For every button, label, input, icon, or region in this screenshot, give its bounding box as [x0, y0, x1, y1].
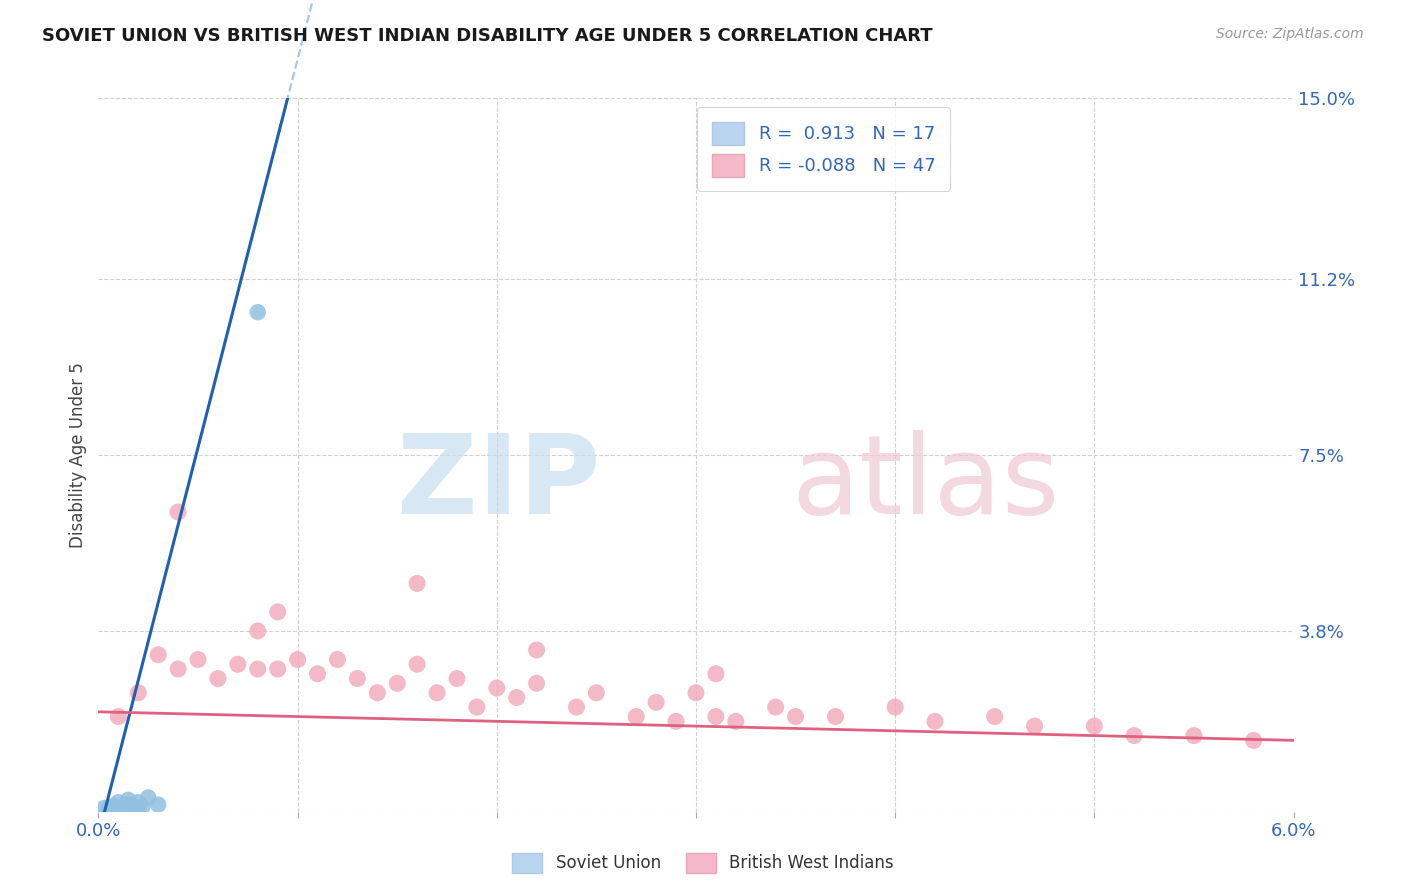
Text: Source: ZipAtlas.com: Source: ZipAtlas.com	[1216, 27, 1364, 41]
Point	[107, 795, 129, 809]
Point	[685, 686, 707, 700]
Point	[111, 800, 134, 814]
Point	[724, 714, 747, 729]
Point	[97, 802, 120, 816]
Point	[485, 681, 508, 695]
Point	[326, 652, 349, 666]
Point	[665, 714, 688, 729]
Point	[103, 799, 125, 814]
Point	[446, 672, 468, 686]
Point	[385, 676, 409, 690]
Point	[366, 686, 388, 700]
Point	[267, 605, 290, 619]
Point	[824, 709, 846, 723]
Text: ZIP: ZIP	[396, 430, 600, 537]
Point	[167, 505, 190, 519]
Point	[645, 695, 668, 709]
Point	[426, 686, 449, 700]
Point	[287, 652, 309, 666]
Point	[307, 666, 329, 681]
Point	[884, 700, 907, 714]
Point	[346, 672, 368, 686]
Point	[131, 800, 153, 814]
Point	[984, 709, 1007, 723]
Point	[1182, 729, 1205, 743]
Point	[1123, 729, 1146, 743]
Point	[1024, 719, 1046, 733]
Point	[127, 801, 149, 815]
Point	[136, 790, 159, 805]
Point	[117, 793, 139, 807]
Point	[1083, 719, 1105, 733]
Point	[785, 709, 807, 723]
Point	[93, 801, 115, 815]
Point	[526, 643, 548, 657]
Point	[924, 714, 946, 729]
Point	[207, 672, 229, 686]
Point	[117, 797, 139, 812]
Point	[107, 801, 129, 815]
Legend: Soviet Union, British West Indians: Soviet Union, British West Indians	[506, 847, 900, 880]
Point	[112, 802, 135, 816]
Point	[226, 657, 249, 672]
Point	[127, 686, 149, 700]
Point	[765, 700, 787, 714]
Point	[565, 700, 588, 714]
Point	[98, 800, 122, 814]
Point	[406, 576, 429, 591]
Point	[246, 624, 269, 638]
Text: SOVIET UNION VS BRITISH WEST INDIAN DISABILITY AGE UNDER 5 CORRELATION CHART: SOVIET UNION VS BRITISH WEST INDIAN DISA…	[42, 27, 932, 45]
Point	[167, 662, 190, 676]
Point	[246, 305, 269, 319]
Point	[148, 797, 170, 812]
Point	[406, 657, 429, 672]
Point	[127, 795, 149, 809]
Legend: R =  0.913   N = 17, R = -0.088   N = 47: R = 0.913 N = 17, R = -0.088 N = 47	[697, 107, 950, 192]
Point	[246, 662, 269, 676]
Point	[187, 652, 209, 666]
Point	[526, 676, 548, 690]
Point	[465, 700, 488, 714]
Point	[1243, 733, 1265, 747]
Point	[107, 709, 129, 723]
Point	[124, 800, 146, 814]
Point	[148, 648, 170, 662]
Text: atlas: atlas	[792, 430, 1060, 537]
Y-axis label: Disability Age Under 5: Disability Age Under 5	[69, 362, 87, 548]
Point	[267, 662, 290, 676]
Point	[704, 709, 727, 723]
Point	[585, 686, 607, 700]
Point	[626, 709, 648, 723]
Point	[704, 666, 727, 681]
Point	[506, 690, 529, 705]
